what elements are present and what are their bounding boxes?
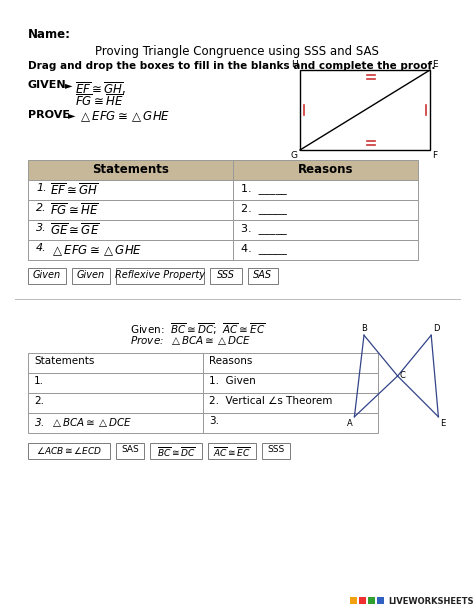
Text: $\overline{GE} \cong \overline{GE}$: $\overline{GE} \cong \overline{GE}$ <box>50 223 100 238</box>
Text: F: F <box>432 151 437 160</box>
Text: $\overline{EF} \cong \overline{GH},$: $\overline{EF} \cong \overline{GH},$ <box>75 80 126 97</box>
Text: 2.  Vertical ∠s Theorem: 2. Vertical ∠s Theorem <box>209 396 332 406</box>
FancyBboxPatch shape <box>203 393 378 413</box>
Text: Proving Triangle Congruence using SSS and SAS: Proving Triangle Congruence using SSS an… <box>95 45 379 58</box>
Text: 3.  $\triangle BCA \cong \triangle DCE$: 3. $\triangle BCA \cong \triangle DCE$ <box>34 416 133 429</box>
FancyBboxPatch shape <box>28 240 233 260</box>
FancyBboxPatch shape <box>72 268 110 284</box>
Text: Given: Given <box>77 270 105 280</box>
FancyBboxPatch shape <box>210 268 242 284</box>
Text: Given:  $\overline{BC} \cong \overline{DC}$;  $\overline{AC} \cong \overline{EC}: Given: $\overline{BC} \cong \overline{DC… <box>130 321 265 337</box>
Text: H: H <box>291 60 298 69</box>
Text: 3.: 3. <box>36 223 46 233</box>
Text: Reasons: Reasons <box>298 163 353 176</box>
FancyBboxPatch shape <box>350 597 357 604</box>
Text: G: G <box>291 151 298 160</box>
FancyBboxPatch shape <box>203 413 378 433</box>
Text: 1.: 1. <box>34 376 44 386</box>
Text: SSS: SSS <box>267 445 284 454</box>
Text: Name:: Name: <box>28 28 71 41</box>
Text: Statements: Statements <box>34 356 94 366</box>
FancyBboxPatch shape <box>233 180 418 200</box>
FancyBboxPatch shape <box>233 240 418 260</box>
FancyBboxPatch shape <box>28 160 233 180</box>
FancyBboxPatch shape <box>116 268 204 284</box>
Text: $\overline{FG} \cong \overline{HE}$: $\overline{FG} \cong \overline{HE}$ <box>75 94 124 109</box>
Text: PROVE: PROVE <box>28 110 70 120</box>
FancyBboxPatch shape <box>116 443 144 459</box>
FancyBboxPatch shape <box>208 443 256 459</box>
FancyBboxPatch shape <box>300 70 430 150</box>
FancyBboxPatch shape <box>377 597 384 604</box>
Text: $\triangle EFG \cong \triangle GHE$: $\triangle EFG \cong \triangle GHE$ <box>50 243 142 257</box>
FancyBboxPatch shape <box>203 373 378 393</box>
Text: SSS: SSS <box>217 270 235 280</box>
FancyBboxPatch shape <box>233 220 418 240</box>
Text: 2.: 2. <box>34 396 44 406</box>
FancyBboxPatch shape <box>150 443 202 459</box>
Text: $\overline{AC} \cong \overline{EC}$: $\overline{AC} \cong \overline{EC}$ <box>213 445 251 459</box>
Text: E: E <box>440 419 446 428</box>
Text: $\angle ACB \cong \angle ECD$: $\angle ACB \cong \angle ECD$ <box>36 445 102 456</box>
Text: A: A <box>346 419 352 428</box>
Text: LIVEWORKSHEETS: LIVEWORKSHEETS <box>388 597 474 606</box>
Text: 3.  _____: 3. _____ <box>241 223 287 234</box>
FancyBboxPatch shape <box>203 353 378 373</box>
FancyBboxPatch shape <box>233 160 418 180</box>
Text: E: E <box>432 60 438 69</box>
FancyBboxPatch shape <box>28 353 203 373</box>
FancyBboxPatch shape <box>359 597 366 604</box>
Text: GIVEN: GIVEN <box>28 80 67 90</box>
Text: 1.  _____: 1. _____ <box>241 183 287 194</box>
Text: 1.  Given: 1. Given <box>209 376 256 386</box>
FancyBboxPatch shape <box>248 268 278 284</box>
Text: B: B <box>361 324 367 333</box>
FancyBboxPatch shape <box>28 443 110 459</box>
Text: $\overline{EF} \cong \overline{GH}$: $\overline{EF} \cong \overline{GH}$ <box>50 183 99 199</box>
Text: 2.  _____: 2. _____ <box>241 203 287 214</box>
Text: 4.  _____: 4. _____ <box>241 243 287 254</box>
Text: Reflexive Property: Reflexive Property <box>115 270 205 280</box>
FancyBboxPatch shape <box>28 373 203 393</box>
Text: 3.: 3. <box>209 416 219 426</box>
Text: Reasons: Reasons <box>209 356 252 366</box>
FancyBboxPatch shape <box>28 268 66 284</box>
Text: $\overline{FG} \cong \overline{HE}$: $\overline{FG} \cong \overline{HE}$ <box>50 203 99 219</box>
FancyBboxPatch shape <box>28 220 233 240</box>
Text: C: C <box>400 371 405 381</box>
Text: 4.: 4. <box>36 243 46 253</box>
Text: Statements: Statements <box>92 163 169 176</box>
FancyBboxPatch shape <box>368 597 375 604</box>
Text: Given: Given <box>33 270 61 280</box>
FancyBboxPatch shape <box>233 200 418 220</box>
Text: 1.: 1. <box>36 183 46 193</box>
FancyBboxPatch shape <box>28 393 203 413</box>
Text: 2.: 2. <box>36 203 46 213</box>
FancyBboxPatch shape <box>28 200 233 220</box>
Text: $\overline{BC} \cong \overline{DC}$: $\overline{BC} \cong \overline{DC}$ <box>156 445 195 459</box>
FancyBboxPatch shape <box>28 413 203 433</box>
Text: ►: ► <box>65 80 73 90</box>
Text: SAS: SAS <box>254 270 273 280</box>
Text: $\triangle EFG \cong \triangle GHE$: $\triangle EFG \cong \triangle GHE$ <box>78 110 170 125</box>
Text: SAS: SAS <box>121 445 139 454</box>
Text: D: D <box>433 324 440 333</box>
Text: ►: ► <box>68 110 75 120</box>
Text: Prove:  $\triangle BCA \cong \triangle DCE$: Prove: $\triangle BCA \cong \triangle DC… <box>130 334 252 347</box>
FancyBboxPatch shape <box>262 443 290 459</box>
FancyBboxPatch shape <box>28 180 233 200</box>
Text: Drag and drop the boxes to fill in the blanks and complete the proof.: Drag and drop the boxes to fill in the b… <box>28 61 436 71</box>
